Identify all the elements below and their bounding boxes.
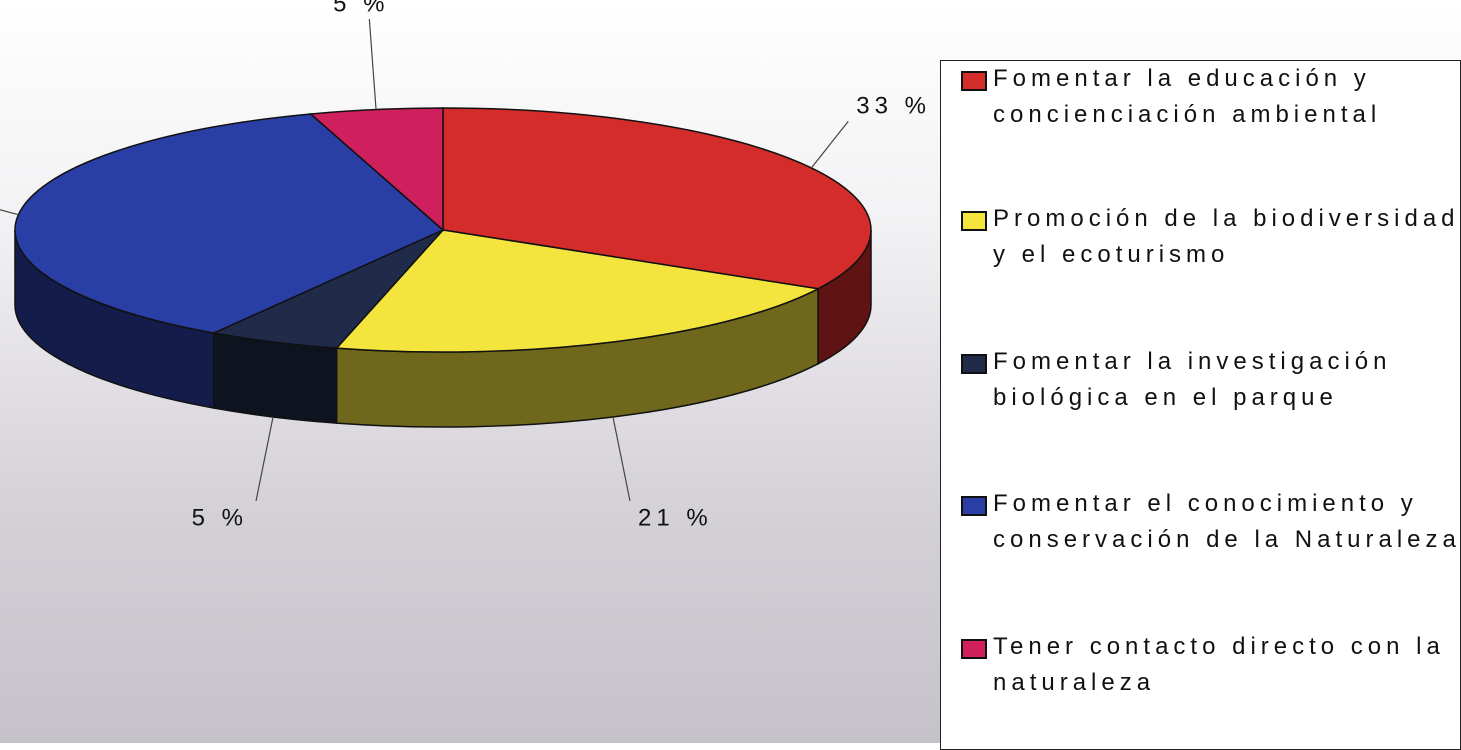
leader-line xyxy=(0,209,19,216)
data-label: 21 % xyxy=(638,504,713,531)
legend-item: Fomentar la educación y concienciación a… xyxy=(959,61,1461,133)
legend-swatch xyxy=(961,354,987,374)
legend-swatch xyxy=(961,71,987,91)
legend-label: Fomentar la educación y concienciación a… xyxy=(993,65,1382,128)
slice xyxy=(334,229,821,353)
slice xyxy=(14,113,445,334)
legend-item: Fomentar el conocimiento y conservación … xyxy=(959,486,1461,558)
legend-label: Promoción de la biodiversidad y el ecotu… xyxy=(993,205,1460,268)
legend: Fomentar la educación y concienciación a… xyxy=(940,60,1461,750)
legend-swatch xyxy=(961,639,987,659)
data-label: 33 % xyxy=(856,93,931,120)
leader-line xyxy=(612,416,631,502)
leader-line xyxy=(368,19,377,110)
data-label: 5 % xyxy=(192,504,248,531)
legend-swatch xyxy=(961,496,987,516)
pie-area: 33 %21 %5 %36 %5 % xyxy=(0,0,931,531)
legend-label: Tener contacto directo con la naturaleza xyxy=(993,633,1445,696)
leader-line xyxy=(810,120,849,169)
legend-swatch xyxy=(961,211,987,231)
legend-label: Fomentar la investigación biológica en e… xyxy=(993,348,1392,411)
legend-label: Fomentar el conocimiento y conservación … xyxy=(993,490,1461,553)
legend-item: Tener contacto directo con la naturaleza xyxy=(959,629,1461,701)
data-label: 5 % xyxy=(333,0,389,17)
legend-item: Fomentar la investigación biológica en e… xyxy=(959,344,1461,416)
leader-line xyxy=(255,416,274,502)
slice xyxy=(442,107,872,290)
legend-item: Promoción de la biodiversidad y el ecotu… xyxy=(959,201,1461,273)
